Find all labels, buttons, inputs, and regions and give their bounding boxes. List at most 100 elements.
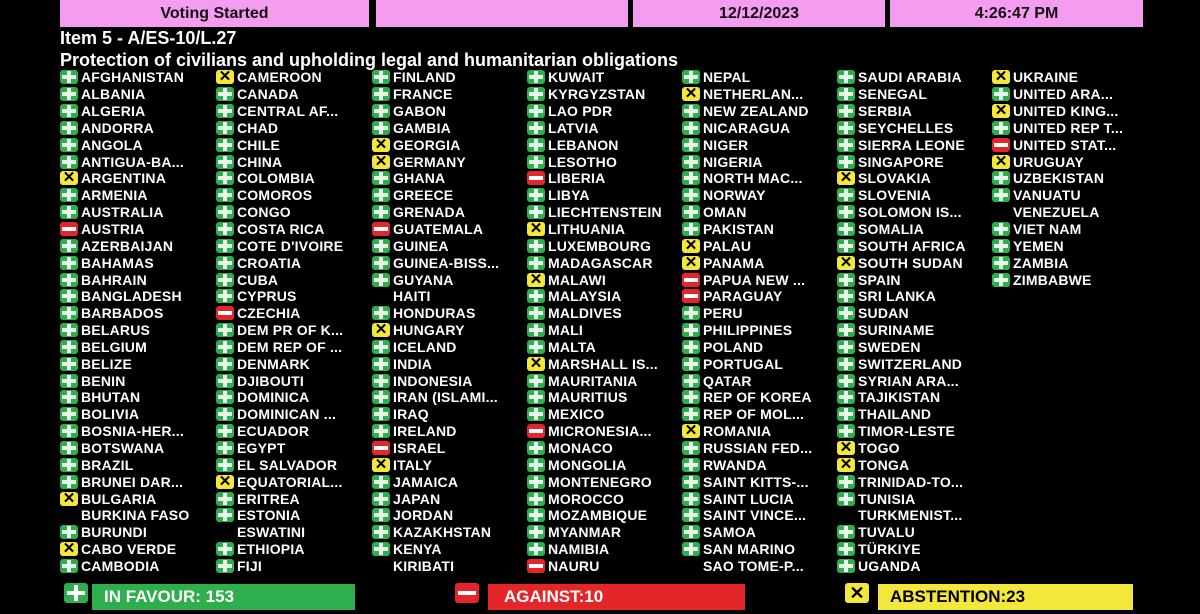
in-favour-icon (837, 474, 855, 489)
country-row: SENEGAL (837, 86, 993, 103)
country-name: PAPUA NEW ... (703, 271, 806, 288)
in-favour-icon (372, 390, 390, 405)
country-row: VENEZUELA (992, 204, 1148, 221)
in-favour-icon (527, 306, 545, 321)
country-row: GERMANY (372, 153, 528, 170)
country-row: NAMIBIA (527, 541, 683, 558)
country-row: GUATEMALA (372, 221, 528, 238)
country-name: MEXICO (548, 406, 605, 423)
abstention-total: ABSTENTION:23 (878, 584, 1133, 610)
country-row: VIET NAM (992, 221, 1148, 238)
abstention-icon (682, 87, 700, 102)
in-favour-icon (60, 558, 78, 573)
in-favour-icon (372, 205, 390, 220)
country-row: ARMENIA (60, 187, 216, 204)
in-favour-icon (992, 272, 1010, 287)
in-favour-icon (682, 120, 700, 135)
in-favour-icon (837, 356, 855, 371)
country-row: SUDAN (837, 305, 993, 322)
country-name: TRINIDAD-TO... (858, 473, 964, 490)
in-favour-icon (527, 440, 545, 455)
country-name: BRUNEI DAR... (81, 473, 184, 490)
country-row: MOZAMBIQUE (527, 507, 683, 524)
in-favour-icon (60, 104, 78, 119)
in-favour-icon (682, 457, 700, 472)
country-name: UNITED KING... (1013, 103, 1119, 120)
in-favour-icon (60, 339, 78, 354)
country-name: CYPRUS (237, 288, 297, 305)
country-name: PAKISTAN (703, 221, 775, 238)
country-name: URUGUAY (1013, 153, 1084, 170)
country-row: REP OF KOREA (682, 389, 838, 406)
in-favour-icon (837, 87, 855, 102)
country-name: UNITED ARA... (1013, 86, 1114, 103)
country-name: SWEDEN (858, 338, 921, 355)
country-name: CUBA (237, 271, 279, 288)
country-row: LUXEMBOURG (527, 237, 683, 254)
no-vote-icon (372, 289, 390, 303)
country-name: SWITZERLAND (858, 355, 963, 372)
in-favour-icon (682, 188, 700, 203)
country-row: MOROCCO (527, 490, 683, 507)
country-name: RWANDA (703, 456, 767, 473)
abstention-icon (60, 542, 78, 557)
in-favour-icon (372, 491, 390, 506)
in-favour-icon (216, 339, 234, 354)
country-name: GERMANY (393, 153, 466, 170)
country-name: LEBANON (548, 136, 619, 153)
in-favour-icon (216, 457, 234, 472)
country-row: HONDURAS (372, 305, 528, 322)
country-row: MYANMAR (527, 524, 683, 541)
country-name: KUWAIT (548, 69, 605, 86)
country-row: BOTSWANA (60, 440, 216, 457)
country-row: FIJI (216, 557, 372, 574)
country-name: SOUTH SUDAN (858, 254, 963, 271)
country-name: AZERBAIJAN (81, 237, 174, 254)
country-row: ANGOLA (60, 136, 216, 153)
country-name: SOLOMON IS... (858, 204, 962, 221)
in-favour-icon (837, 137, 855, 152)
country-row: MICRONESIA... (527, 423, 683, 440)
country-name: YEMEN (1013, 237, 1064, 254)
country-name: BELGIUM (81, 338, 147, 355)
country-row: CYPRUS (216, 288, 372, 305)
country-name: LIBERIA (548, 170, 606, 187)
in-favour-icon (837, 373, 855, 388)
country-row: SOUTH AFRICA (837, 237, 993, 254)
in-favour-total: IN FAVOUR: 153 (92, 584, 355, 610)
country-name: NEW ZEALAND (703, 103, 809, 120)
country-row: NEW ZEALAND (682, 103, 838, 120)
country-name: SENEGAL (858, 86, 928, 103)
country-row: TAJIKISTAN (837, 389, 993, 406)
country-row: LIECHTENSTEIN (527, 204, 683, 221)
country-row: GRENADA (372, 204, 528, 221)
country-name: ZIMBABWE (1013, 271, 1092, 288)
country-name: TOGO (858, 439, 900, 456)
abstention-icon (682, 255, 700, 270)
in-favour-icon (527, 289, 545, 304)
country-row: KUWAIT (527, 69, 683, 86)
in-favour-icon (372, 356, 390, 371)
against-icon (682, 289, 700, 304)
country-row: CANADA (216, 86, 372, 103)
in-favour-icon (216, 272, 234, 287)
country-row: GABON (372, 103, 528, 120)
country-name: MALI (548, 322, 584, 339)
country-name: NICARAGUA (703, 119, 791, 136)
in-favour-icon (992, 188, 1010, 203)
in-favour-icon (682, 491, 700, 506)
country-name: TONGA (858, 456, 910, 473)
country-row: BELARUS (60, 322, 216, 339)
abstention-icon (837, 255, 855, 270)
country-name: IRAQ (393, 406, 429, 423)
against-icon (992, 137, 1010, 152)
in-favour-icon (682, 171, 700, 186)
country-row: UNITED STAT... (992, 136, 1148, 153)
country-name: IRELAND (393, 423, 457, 440)
abstention-icon (372, 323, 390, 338)
in-favour-icon (837, 222, 855, 237)
country-name: VIET NAM (1013, 221, 1082, 238)
in-favour-icon (216, 558, 234, 573)
country-name: ESWATINI (237, 524, 306, 541)
country-name: GABON (393, 103, 447, 120)
